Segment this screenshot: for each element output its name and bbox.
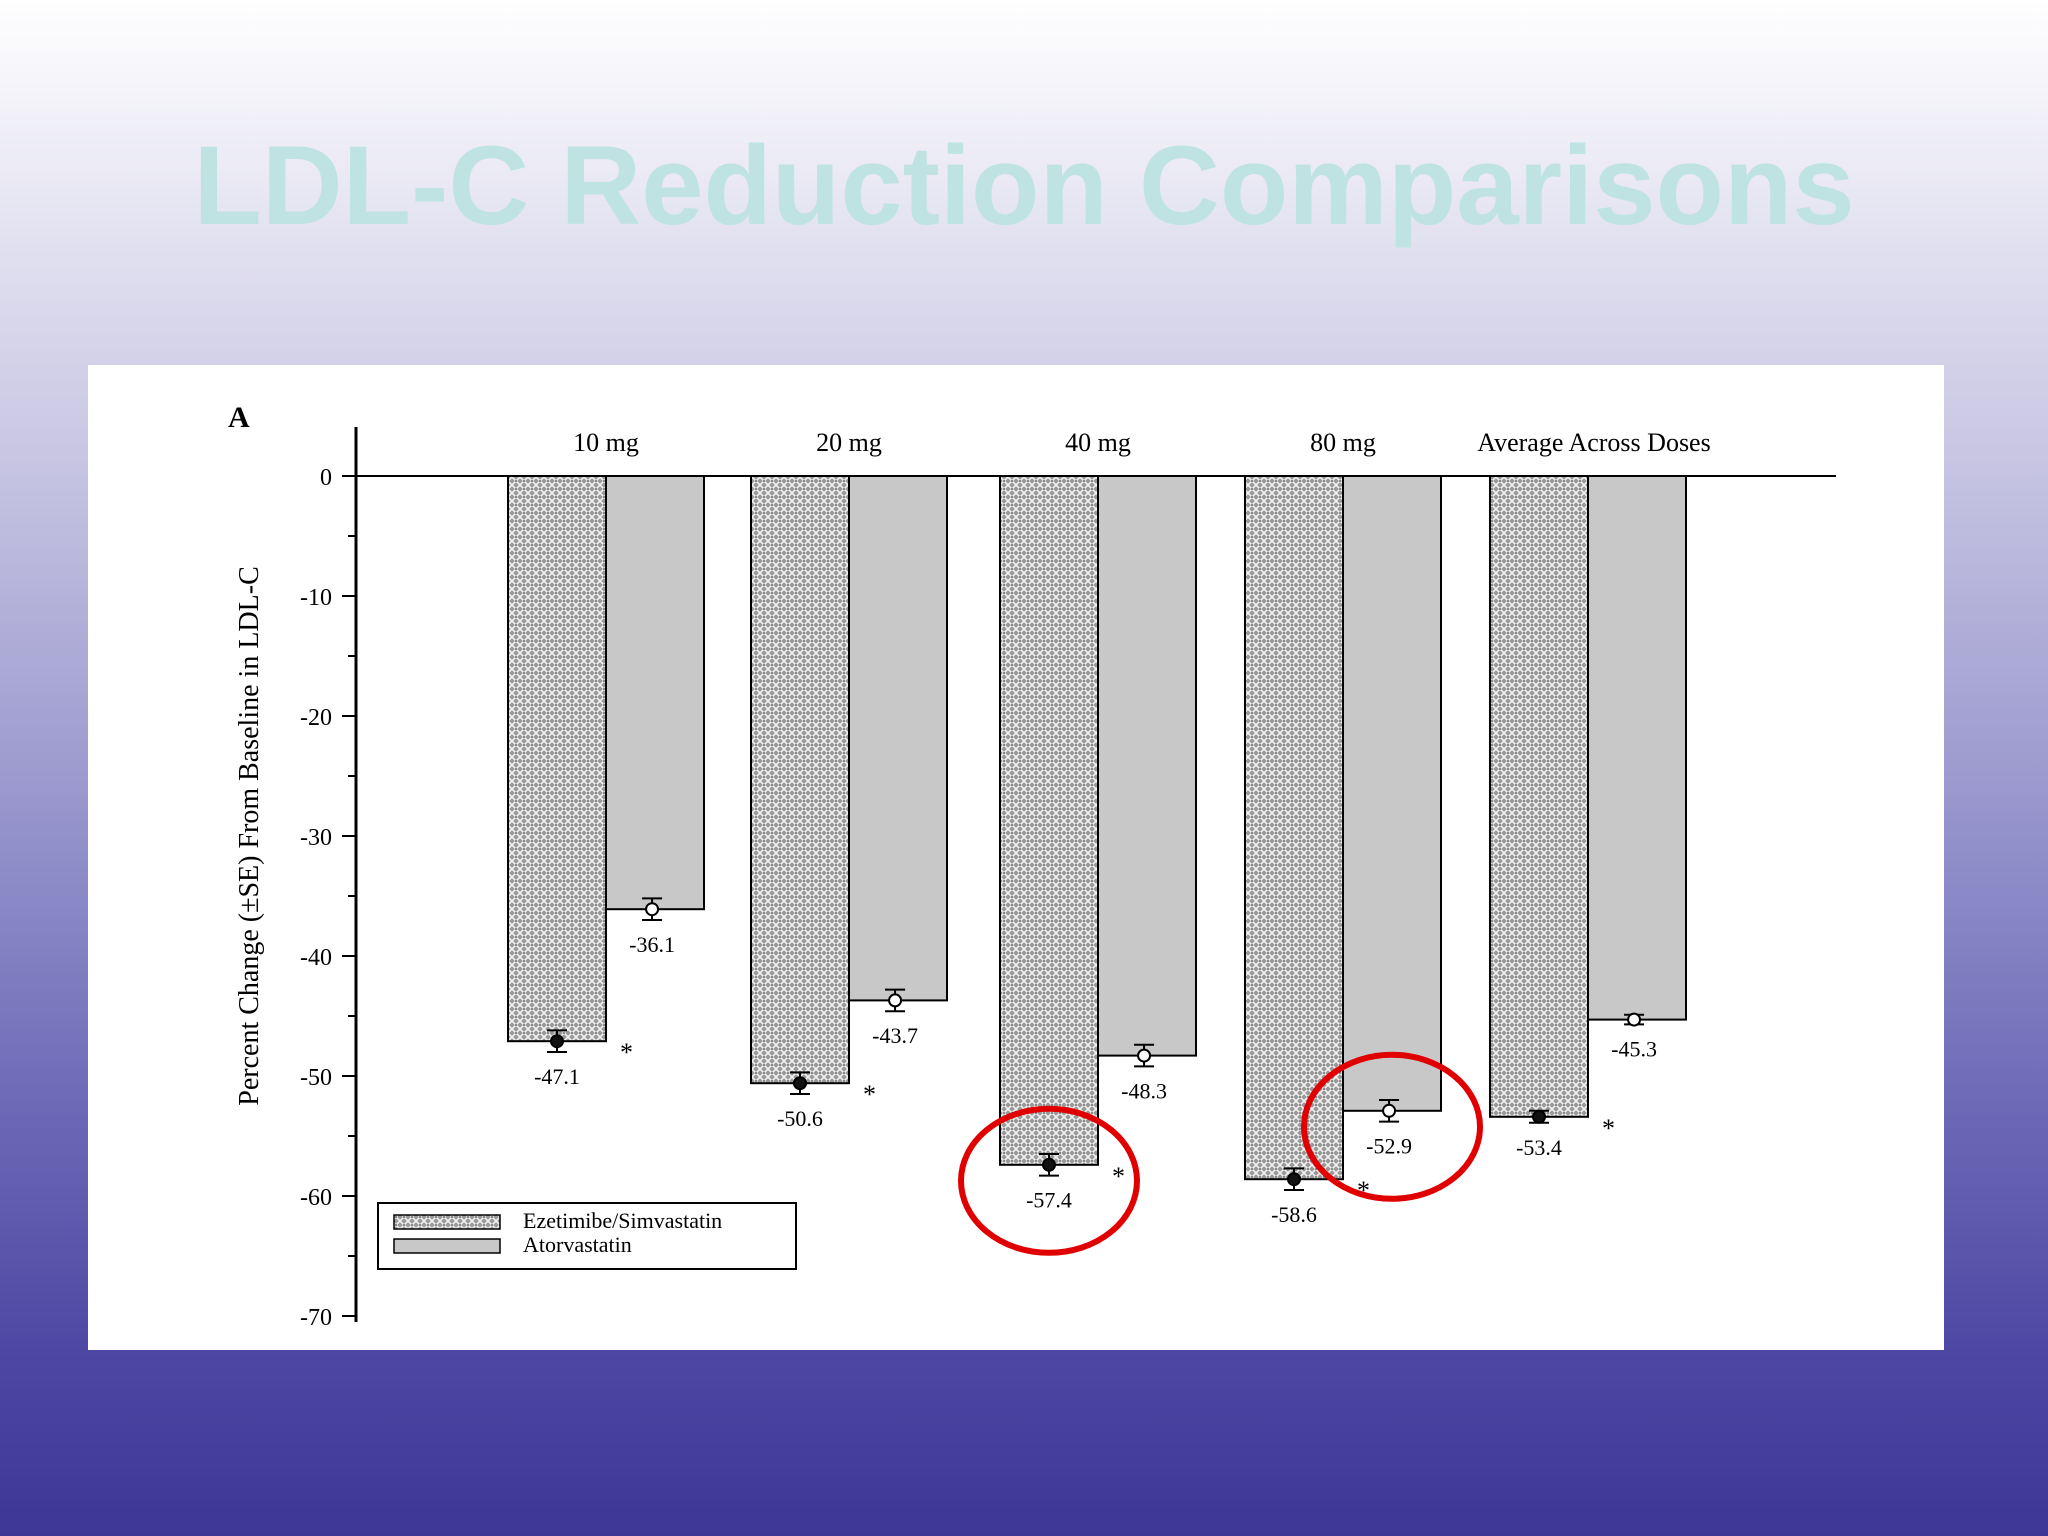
bar-ezetimibe-simvastatin	[999, 475, 1099, 1166]
value-label: -43.7	[872, 1023, 918, 1048]
y-tick-label: -30	[300, 825, 332, 851]
bar-atorvastatin	[1342, 475, 1442, 1112]
bar-chart: 0 -10 -20 -30 -40 -50 -60 -70 Percent Change (±S…	[228, 401, 1836, 1331]
y-tick-label: 0	[320, 465, 332, 491]
significance-marker: *	[1112, 1162, 1125, 1191]
category-label: Average Across Doses	[1477, 428, 1710, 457]
value-label: -50.6	[777, 1106, 823, 1131]
legend-swatch	[393, 1238, 501, 1254]
bar-ezetimibe-simvastatin	[1489, 475, 1589, 1118]
category-label: 80 mg	[1310, 428, 1376, 457]
bar-ezetimibe-simvastatin	[507, 475, 607, 1043]
mean-point	[1532, 1109, 1546, 1124]
slide-title: LDL-C Reduction Comparisons	[193, 123, 1855, 248]
bar-atorvastatin	[605, 475, 705, 911]
highlight-circle	[1301, 1051, 1483, 1202]
y-axis-label: Percent Change (±SE) From Baseline in LD…	[234, 566, 265, 1105]
significance-marker: *	[620, 1038, 633, 1067]
y-tick-label: -20	[300, 705, 332, 731]
value-label: -48.3	[1121, 1078, 1167, 1103]
legend-box	[377, 1202, 797, 1270]
significance-marker: *	[863, 1080, 876, 1109]
y-tick-label: -60	[300, 1185, 332, 1211]
category-label: 20 mg	[816, 428, 882, 457]
bar-atorvastatin	[1097, 475, 1197, 1057]
mean-point	[1042, 1157, 1056, 1172]
mean-point	[1382, 1103, 1397, 1118]
bar-ezetimibe-simvastatin	[1244, 475, 1344, 1181]
y-tick-label: -50	[300, 1065, 332, 1091]
value-label: -58.6	[1271, 1202, 1317, 1227]
value-label: -57.4	[1026, 1188, 1072, 1213]
bar-ezetimibe-simvastatin	[750, 475, 850, 1085]
significance-marker: *	[1602, 1114, 1615, 1143]
mean-point	[888, 993, 903, 1008]
mean-point	[1137, 1048, 1152, 1063]
mean-point	[550, 1034, 564, 1049]
highlight-circle	[958, 1105, 1140, 1256]
bar-atorvastatin	[848, 475, 948, 1002]
mean-point	[1627, 1012, 1642, 1027]
mean-point	[793, 1076, 807, 1091]
category-label: 40 mg	[1065, 428, 1131, 457]
value-label: -47.1	[534, 1064, 580, 1089]
mean-point	[1287, 1172, 1301, 1187]
value-label: -36.1	[629, 932, 675, 957]
value-label: -52.9	[1366, 1134, 1412, 1159]
bar-atorvastatin	[1587, 475, 1687, 1021]
mean-point	[645, 902, 660, 917]
y-tick-label: -10	[300, 585, 332, 611]
legend-label: Atorvastatin	[523, 1232, 632, 1257]
legend-label: Ezetimibe/Simvastatin	[523, 1208, 722, 1233]
figure-panel: 0 -10 -20 -30 -40 -50 -60 -70 Percent Change (±S…	[88, 365, 1944, 1350]
legend-swatch	[393, 1214, 501, 1230]
category-label: 10 mg	[573, 428, 639, 457]
value-label: -45.3	[1611, 1036, 1657, 1061]
y-tick-label: -40	[300, 945, 332, 971]
y-tick-label: -70	[300, 1305, 332, 1331]
panel-label: A	[228, 401, 250, 434]
value-label: -53.4	[1516, 1135, 1562, 1160]
